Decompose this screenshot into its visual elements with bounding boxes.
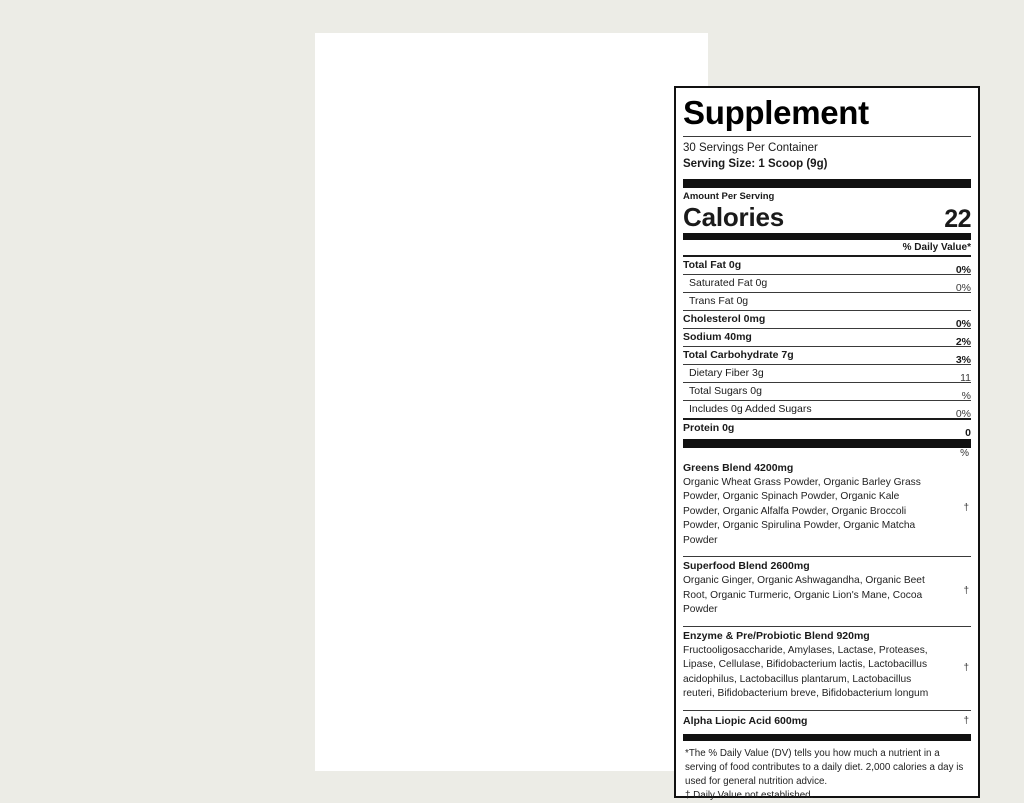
nutrient-row-saturated-fat: Saturated Fat 0g 0% [683, 275, 971, 295]
blend-dv-dagger: † [963, 585, 969, 597]
servings-per-container: 30 Servings Per Container [683, 141, 818, 154]
footnote-block: *The % Daily Value (DV) tells you how mu… [683, 741, 971, 803]
nutrient-label: Total Carbohydrate 7g [683, 349, 794, 362]
blend-dv-dagger: † [963, 662, 969, 674]
nutrient-label: Includes 0g Added Sugars [689, 403, 812, 416]
supplement-facts-panel: Supplement 30 Servings Per Container Ser… [674, 86, 980, 801]
label-card: Supplement 30 Servings Per Container Ser… [315, 33, 980, 801]
divider-after-greens [683, 556, 971, 558]
divider-row [683, 291, 971, 293]
divider-thick-under-calories [683, 232, 971, 240]
nutrient-row-added-sugars: Includes 0g Added Sugars 0% [683, 401, 971, 421]
calories-row: Calories 22 [683, 201, 971, 233]
divider-thick-before-footnote [683, 733, 971, 741]
nutrient-row-sodium: Sodium 40mg 2% [683, 329, 971, 349]
nutrient-row-total-fat: Total Fat 0g 0% [683, 257, 971, 277]
divider-thick-before-blends [683, 438, 971, 448]
nutrient-dv: 0% [955, 408, 971, 421]
blend-dv-dagger: † [963, 715, 969, 727]
nutrient-row-trans-fat: Trans Fat 0g [683, 293, 971, 310]
blend-block-enzyme-probiotic: Enzyme & Pre/Probiotic Blend 920mg Fruct… [683, 627, 971, 710]
nutrient-dv: 0% [955, 264, 971, 277]
nutrient-dv: 0 [965, 427, 971, 440]
nutrient-label: Protein 0g [683, 422, 735, 435]
calories-label: Calories [683, 201, 785, 232]
blend-name: Superfood Blend 2600mg [683, 560, 810, 573]
divider-thick-top [683, 179, 971, 189]
nutrient-label: Total Sugars 0g [689, 385, 762, 398]
divider-row [683, 399, 971, 401]
daily-value-header: % Daily Value* [902, 241, 971, 253]
blend-ingredients: Organic Ginger, Organic Ashwagandha, Org… [683, 575, 925, 616]
nutrient-row-dietary-fiber: Dietary Fiber 3g 11 [683, 365, 971, 385]
divider-after-enzyme [683, 709, 971, 711]
blend-name: Greens Blend 4200mg [683, 461, 794, 474]
divider-after-superfood [683, 625, 971, 627]
footnote-daily-value: *The % Daily Value (DV) tells you how mu… [685, 747, 964, 788]
divider-row [683, 327, 971, 329]
divider-row [683, 417, 971, 420]
blend-ingredients: Fructooligosaccharide, Amylases, Lactase… [683, 644, 929, 700]
nutrient-label: Sodium 40mg [683, 331, 752, 344]
nutrient-row-protein: Protein 0g 0 [683, 420, 971, 440]
blend-name: Enzyme & Pre/Probiotic Blend 920mg [683, 629, 870, 642]
serving-size: Serving Size: 1 Scoop (9g) [683, 157, 828, 170]
divider-row [683, 381, 971, 383]
nutrient-dv: 0% [955, 282, 971, 295]
servings-info: 30 Servings Per Container Serving Size: … [683, 137, 971, 177]
nutrient-label: Dietary Fiber 3g [689, 367, 764, 380]
nutrient-row-total-carbohydrate: Total Carbohydrate 7g 3% [683, 347, 971, 367]
divider-row [683, 273, 971, 275]
blend-ingredients: Organic Wheat Grass Powder, Organic Barl… [683, 476, 921, 546]
divider-above-nutrients [683, 254, 971, 257]
stray-percent-value: % [960, 447, 969, 459]
divider-row [683, 309, 971, 311]
nutrient-dv: 0% [955, 318, 971, 331]
nutrient-label: Saturated Fat 0g [689, 277, 768, 290]
nutrient-label: Cholesterol 0mg [683, 313, 766, 326]
nutrient-dv: 11 [960, 372, 971, 385]
blend-name: Alpha Liopic Acid 600mg [683, 714, 808, 727]
divider-row [683, 363, 971, 365]
nutrient-label: Total Fat 0g [683, 259, 742, 272]
calories-value: 22 [944, 204, 971, 233]
nutrient-dv: % [961, 390, 971, 403]
stray-percent-holder: % [683, 448, 971, 459]
nutrient-row-total-sugars: Total Sugars 0g % [683, 383, 971, 403]
nutrient-dv: 3% [955, 354, 971, 367]
blend-block-alpha-liopic-acid: Alpha Liopic Acid 600mg † [683, 711, 971, 732]
footnote-dagger-note: † Daily Value not established. [685, 790, 814, 802]
divider-row [683, 345, 971, 347]
nutrient-dv: 2% [955, 336, 971, 349]
panel-title: Supplement [683, 94, 869, 131]
blend-block-greens: Greens Blend 4200mg Organic Wheat Grass … [683, 459, 971, 556]
divider-under-title [683, 135, 971, 137]
nutrient-row-cholesterol: Cholesterol 0mg 0% [683, 311, 971, 331]
blend-block-superfood: Superfood Blend 2600mg Organic Ginger, O… [683, 557, 971, 625]
amount-per-serving-label: Amount Per Serving [683, 191, 775, 203]
nutrient-label: Trans Fat 0g [689, 295, 749, 308]
blend-dv-dagger: † [963, 502, 969, 514]
